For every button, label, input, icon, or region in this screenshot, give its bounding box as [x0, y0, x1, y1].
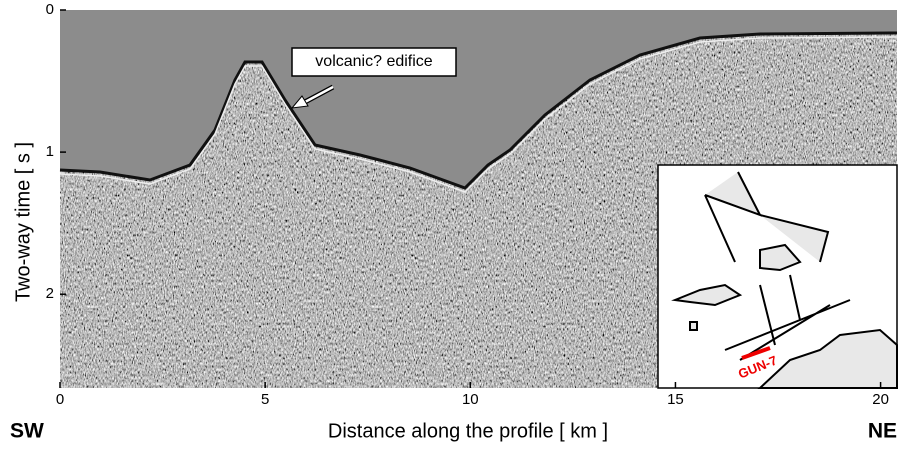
x-tick-label: 10 — [462, 391, 479, 408]
inset-map: GUN-7 — [657, 164, 898, 389]
y-axis-label: Two-way time [ s ] — [12, 142, 34, 302]
x-tick-label: 15 — [667, 391, 684, 408]
y-tick-label: 0 — [46, 1, 54, 18]
annotation-text: volcanic? edifice — [315, 53, 433, 70]
x-tick-label: 0 — [56, 391, 64, 408]
gun7-profile-line — [741, 346, 771, 360]
annotation-arrowhead — [290, 95, 309, 109]
annotation: volcanic? edifice — [290, 47, 457, 109]
seafloor-reflector — [59, 31, 898, 190]
inset-map-lines — [671, 171, 898, 389]
seafloor-multiple — [59, 36, 898, 193]
right-end-label: NE — [868, 420, 897, 443]
left-end-label: SW — [10, 420, 44, 443]
y-tick-label: 2 — [46, 285, 54, 302]
x-tick-label: 5 — [261, 391, 269, 408]
annotation-arrow — [304, 85, 334, 104]
x-tick-label: 20 — [872, 391, 889, 408]
annotation-box — [291, 47, 457, 77]
y-tick-label: 1 — [46, 143, 54, 160]
x-axis-label: Distance along the profile [ km ] — [328, 420, 608, 442]
